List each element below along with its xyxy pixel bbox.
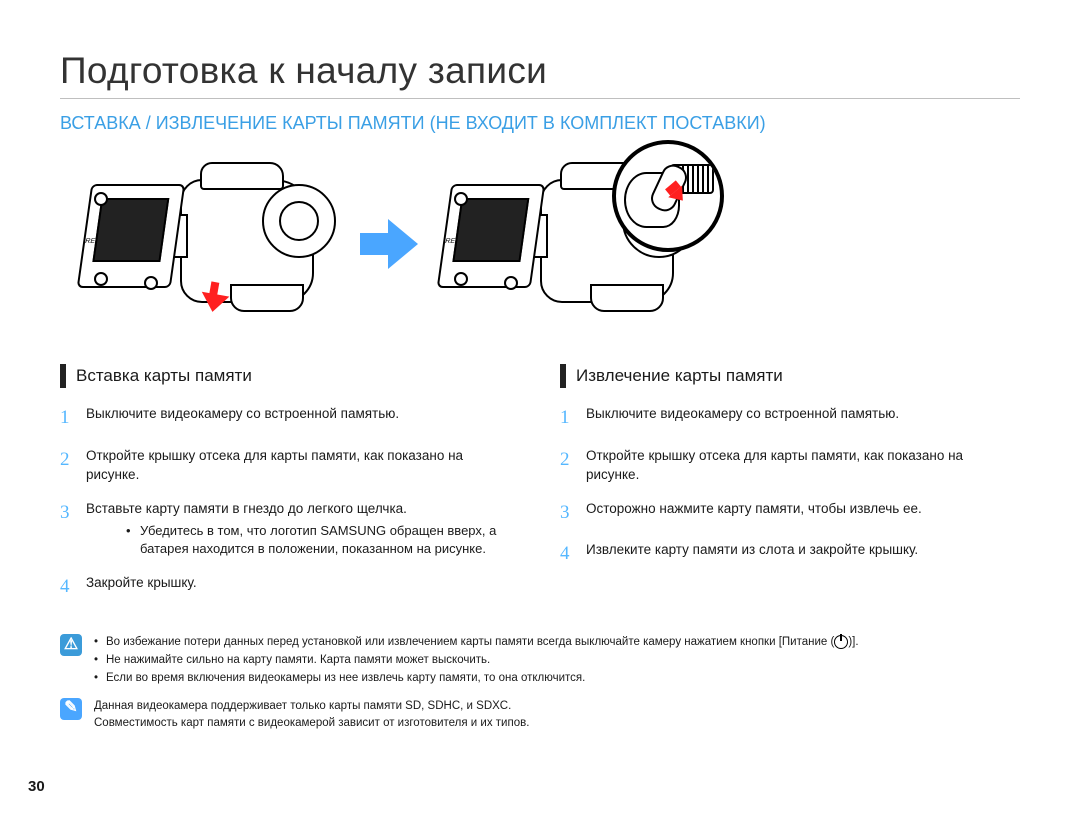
insert-column: Вставка карты памяти 1 Выключите видеокам… — [60, 364, 520, 614]
step-number: 4 — [560, 540, 574, 568]
step-number: 4 — [60, 573, 74, 601]
eject-step: 2 Откройте крышку отсека для карты памяти… — [560, 446, 1020, 485]
figure-insert-card: REC — [90, 154, 330, 334]
info-line: Данная видеокамера поддерживает только к… — [94, 698, 529, 716]
warning-icon: ⚠ — [60, 634, 82, 656]
info-line: Совместимость карт памяти с видеокамерой… — [94, 715, 529, 733]
power-icon — [834, 635, 848, 649]
step-number: 3 — [560, 499, 574, 527]
warning-line: Если во время включения видеокамеры из н… — [94, 670, 859, 688]
warning-note: ⚠ Во избежание потери данных перед устан… — [60, 634, 1020, 687]
step-text: Откройте крышку отсека для карты памяти,… — [586, 446, 1020, 485]
warning-line: Во избежание потери данных перед установ… — [94, 634, 859, 652]
red-arrow-icon — [200, 282, 226, 316]
insert-step: 4 Закройте крышку. — [60, 573, 520, 601]
warning-line: Не нажимайте сильно на карту памяти. Кар… — [94, 652, 859, 670]
figure-eject-card: REC — [450, 154, 690, 334]
insert-step: 3 Вставьте карту памяти в гнездо до легко… — [60, 499, 520, 559]
step-number: 2 — [560, 446, 574, 474]
step-text: Выключите видеокамеру со встроенной памя… — [86, 404, 399, 424]
step-text: Осторожно нажмите карту памяти, чтобы из… — [586, 499, 922, 519]
step-number: 1 — [560, 404, 574, 432]
step-text: Выключите видеокамеру со встроенной памя… — [586, 404, 899, 424]
eject-step: 4 Извлеките карту памяти из слота и закро… — [560, 540, 1020, 568]
title-rule — [60, 98, 1020, 99]
warning-list: Во избежание потери данных перед установ… — [94, 634, 859, 687]
eject-heading: Извлечение карты памяти — [560, 364, 1020, 388]
page-number: 30 — [28, 778, 45, 795]
page-title: Подготовка к началу записи — [60, 50, 1020, 92]
step-text: Извлеките карту памяти из слота и закрой… — [586, 540, 918, 560]
info-note: ✎ Данная видеокамера поддерживает только… — [60, 698, 1020, 734]
eject-step: 3 Осторожно нажмите карту памяти, чтобы и… — [560, 499, 1020, 527]
eject-column: Извлечение карты памяти 1 Выключите видео… — [560, 364, 1020, 614]
step-number: 1 — [60, 404, 74, 432]
step-sublist-item: Убедитесь в том, что логотип SAMSUNG обр… — [126, 522, 520, 558]
section-title: ВСТАВКА / ИЗВЛЕЧЕНИЕ КАРТЫ ПАМЯТИ (НЕ ВХ… — [60, 113, 1020, 134]
insert-heading: Вставка карты памяти — [60, 364, 520, 388]
info-icon: ✎ — [60, 698, 82, 720]
figure-row: REC REC — [60, 154, 1020, 334]
insert-step: 1 Выключите видеокамеру со встроенной пам… — [60, 404, 520, 432]
step-number: 3 — [60, 499, 74, 527]
step-sublist: Убедитесь в том, что логотип SAMSUNG обр… — [86, 522, 520, 558]
eject-step: 1 Выключите видеокамеру со встроенной пам… — [560, 404, 1020, 432]
insert-step: 2 Откройте крышку отсека для карты памяти… — [60, 446, 520, 485]
inset-detail — [612, 140, 724, 252]
step-text: Откройте крышку отсека для карты памяти,… — [86, 446, 520, 485]
arrow-right-icon — [360, 219, 420, 269]
info-list: Данная видеокамера поддерживает только к… — [94, 698, 529, 734]
step-number: 2 — [60, 446, 74, 474]
step-text: Вставьте карту памяти в гнездо до легког… — [86, 499, 520, 559]
step-text: Закройте крышку. — [86, 573, 197, 593]
